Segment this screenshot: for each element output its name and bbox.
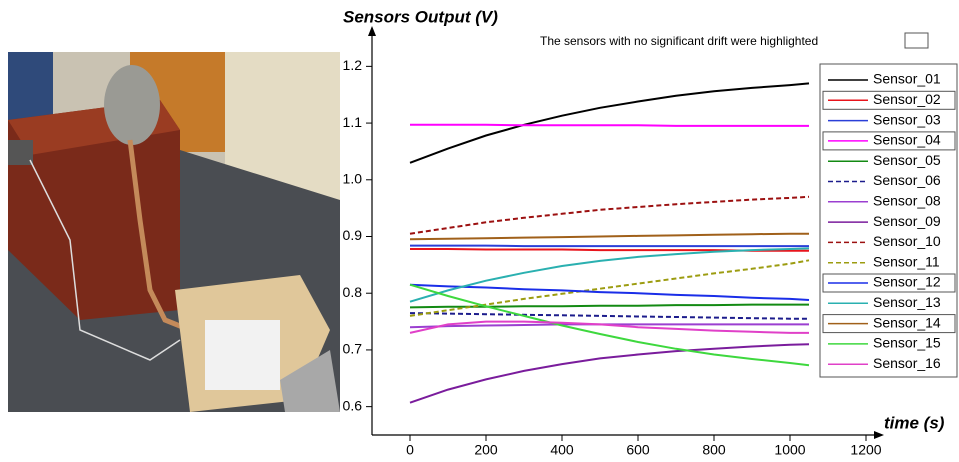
series-line [409, 259, 810, 317]
series-line [409, 320, 809, 334]
series-line [409, 312, 809, 320]
series-line [410, 123, 809, 127]
series-line [409, 247, 810, 303]
series-line [409, 323, 809, 329]
legend-label: Sensor_03 [873, 111, 941, 127]
y-tick-label: 0.6 [343, 397, 363, 413]
legend-label: Sensor_08 [873, 193, 941, 209]
legend-label: Sensor_06 [873, 172, 941, 188]
legend-highlight [822, 273, 956, 293]
legend-label: Sensor_05 [873, 152, 941, 168]
y-tick-label: 0.8 [343, 284, 363, 300]
photo-desk [8, 100, 180, 320]
photo-wire [29, 159, 181, 361]
y-tick-label: 0.7 [343, 341, 363, 357]
photo-laptop [280, 350, 340, 412]
series-line [409, 283, 810, 301]
y-axis-arrow [368, 26, 376, 36]
photo-sensor-chamber [104, 65, 160, 145]
x-tick-label: 600 [626, 442, 650, 457]
series-line [409, 303, 809, 309]
legend-label: Sensor_11 [873, 253, 940, 269]
legend-highlight [822, 314, 956, 334]
y-tick-label: 0.9 [343, 227, 363, 243]
series-line [409, 82, 810, 164]
photo [8, 52, 340, 412]
x-tick-label: 0 [406, 442, 414, 457]
series-line [410, 244, 809, 248]
photo-paper [205, 320, 280, 390]
x-tick-label: 400 [550, 442, 574, 457]
x-tick-label: 800 [702, 442, 726, 457]
legend-label: Sensor_09 [873, 213, 941, 229]
legend-label: Sensor_12 [873, 274, 941, 290]
photo-device [8, 140, 33, 165]
x-axis-title: time (s) [884, 413, 945, 432]
legend-label: Sensor_10 [873, 233, 941, 249]
x-tick-label: 200 [474, 442, 498, 457]
series-line [409, 232, 809, 241]
legend [819, 63, 958, 378]
legend-label: Sensor_15 [873, 335, 941, 351]
legend-label: Sensor_14 [873, 314, 941, 330]
legend-highlight [822, 90, 956, 110]
legend-label: Sensor_16 [873, 355, 941, 371]
legend-label: Sensor_01 [873, 71, 941, 87]
series-line [409, 343, 810, 404]
annotation-box [904, 32, 929, 49]
y-tick-label: 1.0 [343, 170, 363, 186]
series-line [409, 283, 810, 367]
y-tick-label: 1.2 [343, 57, 363, 73]
x-tick-label: 1000 [774, 442, 805, 457]
legend-label: Sensor_13 [873, 294, 941, 310]
y-tick-label: 1.1 [343, 114, 363, 130]
chart-title: Sensors Output (V) [343, 7, 498, 26]
legend-label: Sensor_04 [873, 132, 941, 148]
series-line [409, 195, 810, 235]
photo-cables [127, 139, 191, 333]
legend-highlight [822, 131, 956, 151]
legend-label: Sensor_02 [873, 91, 941, 107]
annotation: The sensors with no significant drift we… [540, 34, 818, 48]
x-tick-label: 1200 [850, 442, 881, 457]
x-axis-arrow [874, 431, 884, 439]
